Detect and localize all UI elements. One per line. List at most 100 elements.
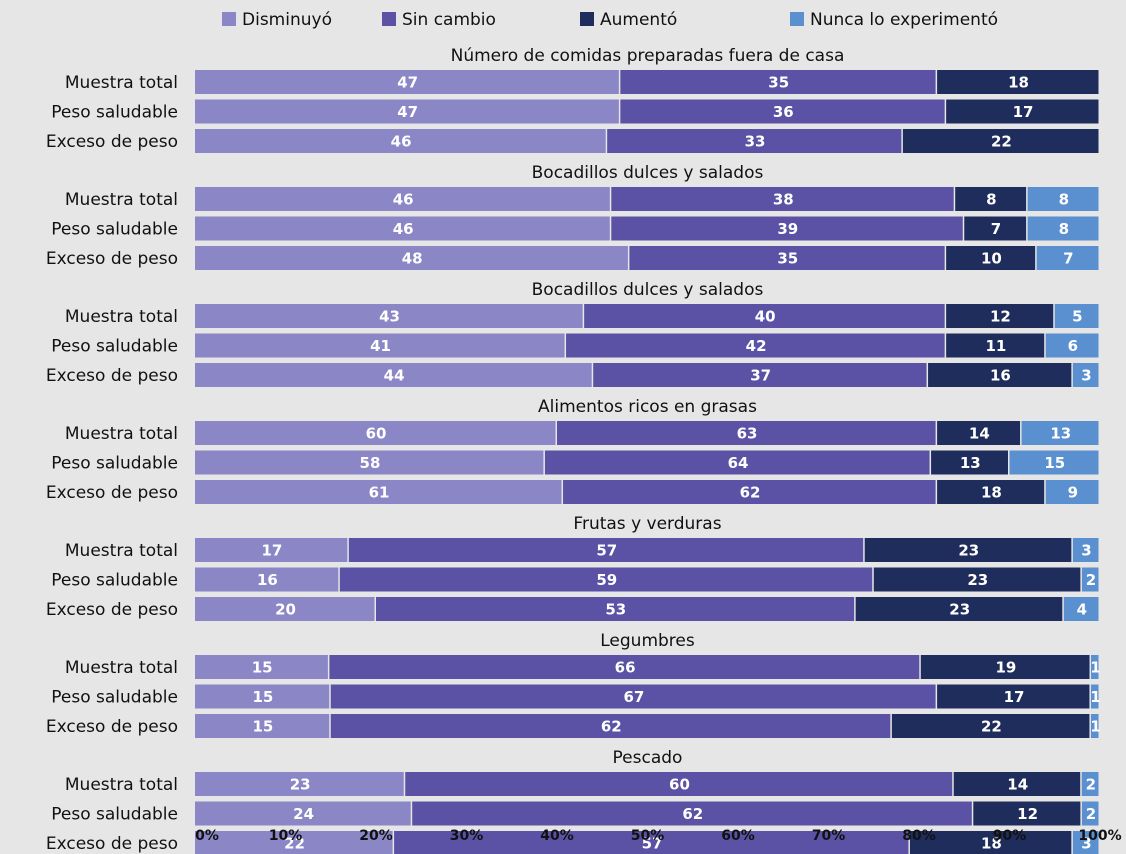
bar-segment (348, 538, 864, 562)
x-tick-label: 10% (269, 828, 303, 844)
row-label: Peso saludable (51, 454, 178, 474)
row-label: Exceso de peso (46, 249, 178, 269)
bar-segment (195, 597, 375, 621)
bar-segment (195, 216, 610, 241)
bar-row: Exceso de peso 44 37 16 3 (46, 363, 1099, 387)
bar-segment (909, 831, 1072, 854)
bar-segment (394, 831, 909, 854)
bar-segment (1072, 363, 1099, 387)
row-label: Exceso de peso (46, 483, 178, 503)
data-label: 16 (990, 367, 1011, 385)
bar-segment (195, 772, 404, 796)
bar-segment (620, 99, 945, 124)
bar-segment (195, 450, 544, 475)
bar-row: Peso saludable 58 64 13 15 (51, 450, 1099, 475)
data-label: 24 (293, 805, 314, 823)
bar-segment (195, 538, 348, 562)
bar-segment (873, 567, 1081, 592)
bar-segment (953, 772, 1081, 796)
data-label: 13 (960, 454, 981, 472)
bar-row: Exceso de peso 20 53 23 4 (46, 597, 1099, 621)
row-label: Exceso de peso (46, 600, 178, 620)
row-label: Muestra total (65, 190, 178, 210)
bar-segment (937, 684, 1090, 709)
row-label: Peso saludable (51, 103, 178, 123)
bar-segment (195, 714, 330, 738)
data-label: 47 (397, 74, 418, 92)
data-label: 40 (755, 308, 776, 326)
row-label: Peso saludable (51, 805, 178, 825)
data-label: 60 (366, 425, 387, 443)
x-tick-label: 20% (359, 828, 393, 844)
bar-segment (557, 421, 936, 445)
bar-row: Muestra total 60 63 14 13 (65, 421, 1099, 445)
bar-segment (855, 597, 1063, 621)
data-label: 8 (986, 191, 996, 209)
bar-segment (195, 480, 562, 504)
group-2: Bocadillos dulces y salados Muestra total… (46, 163, 1099, 270)
row-label: Peso saludable (51, 220, 178, 240)
bar-segment (1090, 684, 1099, 709)
data-label: 2 (1086, 805, 1096, 823)
x-tick-label: 80% (902, 828, 936, 844)
x-tick-label: 90% (993, 828, 1027, 844)
data-label: 47 (397, 103, 418, 121)
data-label: 22 (981, 718, 1002, 736)
row-label: Peso saludable (51, 688, 178, 708)
bar-segment (937, 421, 1021, 445)
group-title: Número de comidas preparadas fuera de ca… (451, 46, 845, 66)
data-label: 14 (969, 425, 990, 443)
data-label: 23 (967, 571, 988, 589)
bar-segment (195, 801, 411, 826)
bar-segment (195, 831, 393, 854)
bar-segment (928, 363, 1072, 387)
bar-segment (1009, 450, 1099, 475)
bar-segment (1036, 246, 1099, 270)
group-title: Legumbres (600, 631, 695, 651)
data-label: 8 (1059, 220, 1069, 238)
data-label: 35 (768, 74, 789, 92)
bar-segment (566, 333, 945, 358)
bar-segment (563, 480, 936, 504)
data-label: 38 (773, 191, 794, 209)
data-label: 15 (1044, 454, 1065, 472)
bar-segment (964, 216, 1027, 241)
bar-segment (195, 129, 606, 153)
bar-row: Exceso de peso 46 33 22 (46, 129, 1099, 153)
bar-segment (931, 450, 1008, 475)
data-label: 3 (1081, 835, 1091, 853)
bar-segment (607, 129, 902, 153)
data-label: 61 (369, 484, 390, 502)
data-label: 14 (1007, 776, 1028, 794)
bar-segment (611, 216, 963, 241)
data-label: 62 (740, 484, 761, 502)
bar-row: Muestra total 23 60 14 2 (65, 772, 1099, 796)
bar-row: Peso saludable 46 39 7 8 (51, 216, 1099, 241)
legend: Disminuyó Sin cambio Aumentó Nunca lo exper… (222, 10, 998, 30)
bar-segment (611, 187, 954, 211)
bar-segment (1045, 480, 1099, 504)
bar-row: Peso saludable 47 36 17 (51, 99, 1099, 124)
bar-segment (891, 714, 1090, 738)
bar-segment (195, 246, 628, 270)
data-label: 6 (1068, 337, 1078, 355)
bar-segment (195, 655, 328, 679)
data-label: 7 (991, 220, 1001, 238)
bar-segment (629, 246, 945, 270)
bar-row: Peso saludable 41 42 11 6 (51, 333, 1099, 358)
chart-groups: Número de comidas preparadas fuera de ca… (46, 46, 1101, 854)
x-tick-label: 30% (450, 828, 484, 844)
bar-row: Muestra total 17 57 23 3 (65, 538, 1099, 562)
data-label: 53 (605, 601, 626, 619)
bar-segment (195, 684, 330, 709)
row-label: Muestra total (65, 658, 178, 678)
bar-segment (330, 714, 891, 738)
data-label: 62 (601, 718, 622, 736)
legend-swatch-2 (382, 12, 396, 26)
data-label: 16 (257, 571, 278, 589)
data-label: 1 (1090, 718, 1100, 736)
data-label: 37 (750, 367, 771, 385)
